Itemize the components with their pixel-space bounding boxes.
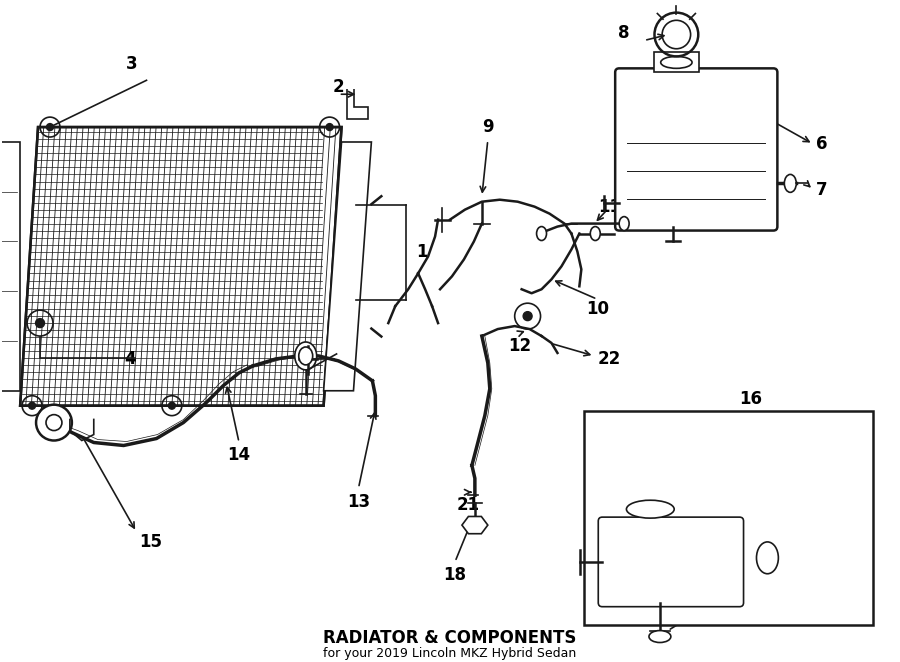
Text: 11: 11 bbox=[598, 198, 621, 216]
Polygon shape bbox=[0, 127, 38, 406]
Ellipse shape bbox=[619, 216, 629, 230]
Text: 6: 6 bbox=[816, 135, 828, 153]
Text: 10: 10 bbox=[586, 300, 608, 318]
Ellipse shape bbox=[757, 542, 778, 574]
Circle shape bbox=[168, 402, 176, 409]
Ellipse shape bbox=[590, 226, 600, 240]
Bar bbox=[0, 142, 20, 391]
Circle shape bbox=[523, 312, 532, 320]
Text: 4: 4 bbox=[124, 350, 135, 368]
Text: 13: 13 bbox=[346, 493, 370, 511]
Text: 22: 22 bbox=[598, 350, 620, 368]
Polygon shape bbox=[0, 406, 374, 505]
Ellipse shape bbox=[299, 347, 312, 365]
Bar bbox=[654, 52, 698, 72]
Bar bbox=[584, 410, 873, 625]
Circle shape bbox=[36, 404, 72, 440]
Text: 15: 15 bbox=[140, 533, 163, 551]
Text: 18: 18 bbox=[444, 566, 466, 584]
Polygon shape bbox=[324, 127, 392, 406]
Text: 2: 2 bbox=[333, 78, 345, 96]
Text: 5: 5 bbox=[353, 238, 364, 256]
Polygon shape bbox=[0, 28, 392, 127]
Text: 1: 1 bbox=[416, 244, 428, 261]
Text: 19: 19 bbox=[787, 556, 809, 574]
Text: 12: 12 bbox=[508, 337, 531, 355]
Text: for your 2019 Lincoln MKZ Hybrid Sedan: for your 2019 Lincoln MKZ Hybrid Sedan bbox=[323, 647, 577, 660]
Circle shape bbox=[29, 402, 36, 409]
Text: 17: 17 bbox=[787, 444, 809, 461]
Text: RADIATOR & COMPONENTS: RADIATOR & COMPONENTS bbox=[323, 628, 577, 647]
FancyBboxPatch shape bbox=[598, 517, 743, 606]
Text: 16: 16 bbox=[739, 390, 762, 408]
Ellipse shape bbox=[536, 226, 546, 240]
Ellipse shape bbox=[661, 56, 692, 68]
Text: 8: 8 bbox=[618, 24, 630, 42]
Text: 7: 7 bbox=[816, 181, 828, 199]
Text: 21: 21 bbox=[456, 496, 480, 514]
Ellipse shape bbox=[295, 342, 317, 370]
Ellipse shape bbox=[784, 174, 796, 193]
Circle shape bbox=[47, 124, 53, 130]
Ellipse shape bbox=[626, 500, 674, 518]
Polygon shape bbox=[324, 142, 372, 391]
Circle shape bbox=[36, 318, 44, 328]
Polygon shape bbox=[462, 516, 488, 534]
Text: 20: 20 bbox=[787, 499, 809, 517]
Text: 9: 9 bbox=[482, 118, 493, 136]
Circle shape bbox=[326, 124, 333, 130]
Text: 14: 14 bbox=[228, 446, 250, 465]
Text: 3: 3 bbox=[126, 56, 138, 73]
Ellipse shape bbox=[649, 631, 670, 643]
FancyBboxPatch shape bbox=[616, 68, 778, 230]
